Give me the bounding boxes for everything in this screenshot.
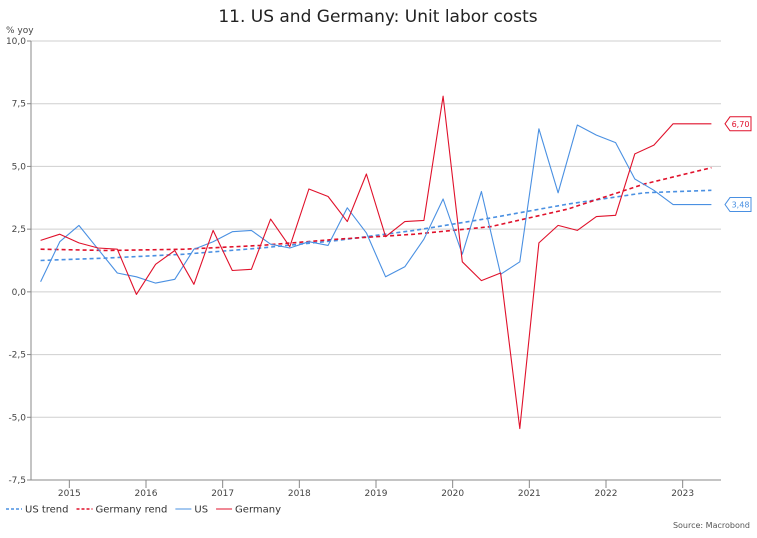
callout-us: 3,48 xyxy=(724,197,752,213)
series-line-germany-rend xyxy=(40,166,712,252)
legend-label-germany: Germany xyxy=(235,505,281,516)
callout-label: 3,48 xyxy=(732,201,750,210)
x-tick-label: 2017 xyxy=(211,489,234,499)
y-tick-label: 5,0 xyxy=(12,162,27,172)
x-tick-label: 2015 xyxy=(58,489,81,499)
axes: 10,0 7,5 5,0 2,5 0,0 -2,5 -5,0 -7,5 2015 2016 2017… xyxy=(6,37,721,499)
legend: US trend Germany rend US Germany xyxy=(6,505,281,516)
series-lines xyxy=(40,95,712,430)
x-tick-label: 2016 xyxy=(135,489,158,499)
callout-label: 6,70 xyxy=(732,120,750,129)
x-tick-label: 2020 xyxy=(441,489,464,499)
value-callouts: 6,70 3,48 xyxy=(724,116,752,213)
chart-title: 11. US and Germany: Unit labor costs xyxy=(218,7,537,27)
callout-germany: 6,70 xyxy=(724,116,752,132)
series-line-us-trend xyxy=(40,189,712,262)
x-tick-label: 2018 xyxy=(288,489,311,499)
callout-box xyxy=(724,116,752,132)
x-tick-label: 2022 xyxy=(595,489,618,499)
callout-box xyxy=(724,197,752,213)
y-tick-label: 10,0 xyxy=(6,37,26,47)
grid xyxy=(31,40,721,481)
source-note: Source: Macrobond xyxy=(673,521,750,530)
y-tick-label: 2,5 xyxy=(12,225,26,235)
y-tick-label: -2,5 xyxy=(8,351,26,361)
series-line-us xyxy=(40,124,712,284)
legend-label-us-trend: US trend xyxy=(25,505,69,516)
x-tick-label: 2019 xyxy=(365,489,388,499)
y-axis-unit-label: % yoy xyxy=(6,26,34,36)
x-tick-label: 2023 xyxy=(671,489,694,499)
y-tick-label: 0,0 xyxy=(12,288,27,298)
x-tick-label: 2021 xyxy=(518,489,541,499)
y-tick-label: -5,0 xyxy=(8,413,26,423)
y-tick-label: -7,5 xyxy=(8,476,26,486)
series-line-germany xyxy=(40,95,712,430)
legend-label-us: US xyxy=(194,505,208,516)
y-tick-label: 7,5 xyxy=(12,100,26,110)
legend-label-germany-rend: Germany rend xyxy=(96,505,168,516)
